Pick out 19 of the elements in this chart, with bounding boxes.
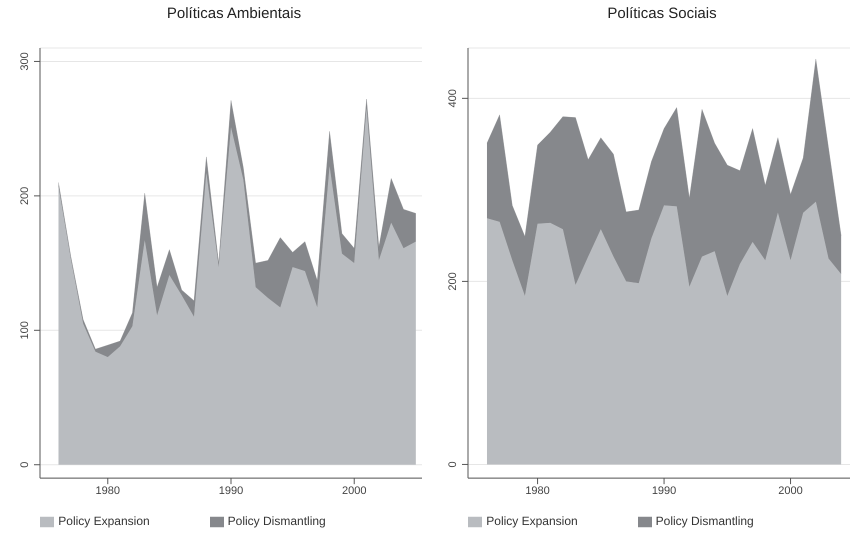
chart-title: Políticas Sociais (606, 4, 718, 24)
y-tick-label: 0 (447, 461, 459, 468)
chart-title: Políticas Ambientais (166, 4, 302, 24)
y-tick-label: 0 (19, 462, 31, 468)
y-tick-label: 400 (447, 89, 459, 108)
x-tick-label: 2000 (342, 484, 366, 497)
y-tick-label: 100 (19, 321, 31, 340)
legend-label: Policy Dismantling (656, 514, 754, 528)
legend-label: Policy Expansion (486, 514, 578, 528)
y-tick-label: 200 (19, 186, 31, 206)
y-tick-label: 300 (19, 52, 31, 71)
x-tick-label: 2000 (778, 484, 803, 497)
x-tick-label: 1980 (525, 484, 550, 497)
x-tick-label: 1990 (652, 484, 676, 497)
y-tick-label: 200 (447, 272, 459, 291)
x-tick-label: 1980 (96, 484, 120, 497)
legend-label: Policy Dismantling (228, 514, 326, 528)
legend-label: Policy Expansion (58, 514, 150, 528)
x-tick-label: 1990 (218, 484, 244, 497)
